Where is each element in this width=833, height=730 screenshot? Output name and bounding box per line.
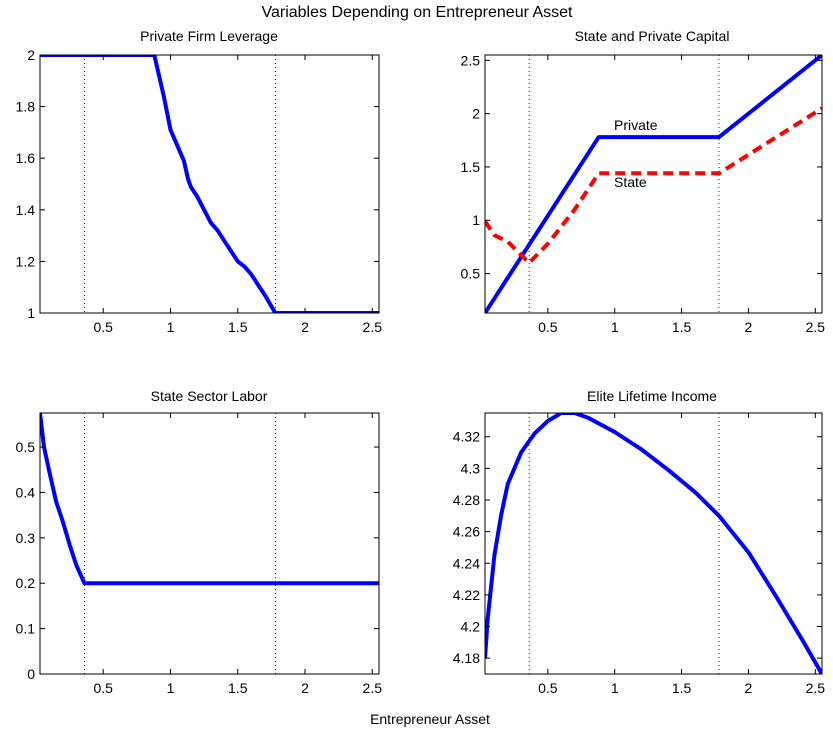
y-tick-label: 1.8 bbox=[16, 99, 36, 115]
y-tick-label: 4.3 bbox=[461, 460, 481, 476]
x-tick-label: 1 bbox=[167, 319, 175, 335]
chart-panel-elite-lifetime-income: Elite Lifetime Income 0.5 1 1.5 2 2.5 4.18 4.2… bbox=[453, 388, 826, 696]
y-tick-label: 1 bbox=[472, 212, 480, 228]
y-tick-label: 2 bbox=[27, 47, 35, 63]
y-tick-label: 0.1 bbox=[16, 621, 36, 637]
y-tick-label: 1 bbox=[27, 305, 35, 321]
y-tick-label: 4.32 bbox=[453, 429, 480, 445]
axes-frame bbox=[39, 54, 380, 314]
x-tick-label: 1 bbox=[611, 319, 619, 335]
y-tick-label: 2 bbox=[472, 106, 480, 122]
y-tick-label: 1.4 bbox=[16, 202, 36, 218]
x-tick-label: 0.5 bbox=[93, 319, 113, 335]
chart-panel-private-firm-leverage: Private Firm Leverage 0.5 1 1.5 2 2.5 1 1.2 1.4… bbox=[16, 28, 383, 335]
x-tick-label: 0.5 bbox=[538, 319, 558, 335]
y-tick-label: 0.3 bbox=[16, 530, 36, 546]
y-tick-label: 0.2 bbox=[16, 575, 36, 591]
x-tick-label: 2 bbox=[745, 319, 753, 335]
x-tick-label: 2.5 bbox=[363, 319, 383, 335]
x-tick-label: 1.5 bbox=[672, 680, 692, 696]
series-line-0 bbox=[40, 55, 379, 313]
x-tick-label: 0.5 bbox=[93, 680, 113, 696]
y-tick-label: 4.18 bbox=[453, 650, 480, 666]
x-tick-label: 1.5 bbox=[672, 319, 692, 335]
series-line-private bbox=[485, 55, 822, 313]
state-series-label: State bbox=[614, 174, 647, 190]
x-tick-label: 2 bbox=[745, 680, 753, 696]
x-tick-label: 1 bbox=[167, 680, 175, 696]
series-line-state bbox=[485, 106, 822, 265]
axes-frame bbox=[39, 412, 380, 675]
figure-suptitle: Variables Depending on Entrepreneur Asse… bbox=[261, 4, 573, 21]
series-line-0 bbox=[485, 413, 822, 674]
y-tick-label: 4.2 bbox=[461, 619, 481, 635]
axes-frame bbox=[484, 412, 823, 675]
x-tick-label: 2 bbox=[301, 680, 309, 696]
y-tick-label: 1.2 bbox=[16, 253, 36, 269]
series-line-0 bbox=[40, 413, 379, 586]
x-tick-label: 2.5 bbox=[806, 319, 826, 335]
y-tick-label: 4.28 bbox=[453, 492, 480, 508]
y-tick-label: 0.5 bbox=[461, 266, 481, 282]
chart-title: Elite Lifetime Income bbox=[587, 388, 717, 404]
x-tick-label: 1.5 bbox=[228, 319, 248, 335]
y-tick-label: 0.5 bbox=[16, 439, 36, 455]
x-tick-label: 0.5 bbox=[538, 680, 558, 696]
private-series-label: Private bbox=[614, 117, 658, 133]
y-tick-label: 0.4 bbox=[16, 484, 36, 500]
y-tick-label: 4.22 bbox=[453, 587, 480, 603]
chart-panel-state-sector-labor: State Sector Labor 0.5 1 1.5 2 2.5 0 0.1 0.2 0.3… bbox=[16, 388, 383, 696]
x-tick-label: 2.5 bbox=[806, 680, 826, 696]
chart-panel-state-private-capital: State and Private Capital Private State … bbox=[461, 28, 826, 335]
x-tick-label: 2.5 bbox=[363, 680, 383, 696]
y-tick-label: 2.5 bbox=[461, 52, 481, 68]
x-tick-label: 2 bbox=[301, 319, 309, 335]
y-tick-label: 4.26 bbox=[453, 524, 480, 540]
y-tick-label: 4.24 bbox=[453, 555, 480, 571]
y-tick-label: 1.5 bbox=[461, 159, 481, 175]
chart-title: State and Private Capital bbox=[575, 28, 730, 44]
chart-title: Private Firm Leverage bbox=[140, 28, 278, 44]
x-tick-label: 1 bbox=[611, 680, 619, 696]
chart-title: State Sector Labor bbox=[151, 388, 268, 404]
y-tick-label: 1.6 bbox=[16, 150, 36, 166]
x-tick-label: 1.5 bbox=[228, 680, 248, 696]
axes-frame bbox=[484, 54, 823, 314]
figure-xlabel: Entrepreneur Asset bbox=[370, 711, 490, 727]
y-tick-label: 0 bbox=[27, 666, 35, 682]
